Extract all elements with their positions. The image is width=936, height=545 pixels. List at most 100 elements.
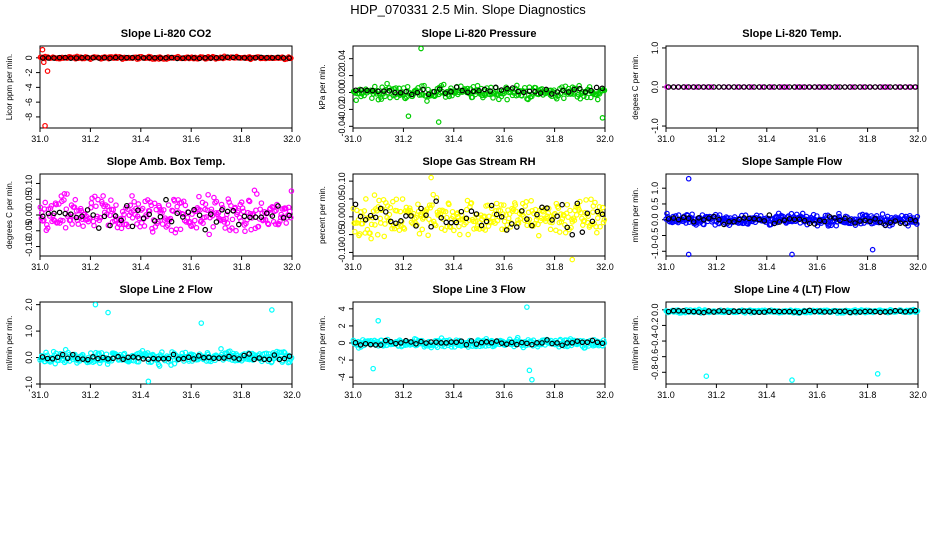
overlay-point: [695, 215, 702, 221]
overlay-point: [423, 212, 429, 218]
overlay-point: [175, 356, 182, 362]
overlay-point: [560, 87, 566, 94]
overlay-point: [706, 84, 712, 90]
x-tick-label: 31.0: [657, 134, 675, 144]
outlier-point: [39, 46, 46, 53]
data-point: [160, 207, 167, 213]
data-point: [127, 202, 134, 209]
data-point: [472, 218, 478, 225]
data-point: [442, 208, 449, 215]
data-point: [879, 211, 886, 217]
outlier-point: [375, 317, 382, 324]
outlier-point: [569, 256, 576, 263]
overlay-point: [665, 308, 672, 315]
data-point: [164, 222, 171, 229]
y-tick-label: -0.10: [24, 236, 34, 257]
overlay-point: [413, 223, 419, 229]
overlay-point: [665, 216, 672, 222]
overlay-point: [433, 198, 439, 204]
overlay-point: [554, 89, 561, 95]
data-point: [482, 227, 489, 233]
data-point: [165, 202, 172, 208]
overlay-point: [168, 54, 175, 61]
overlay-point: [392, 89, 398, 96]
x-tick-label: 31.2: [82, 262, 100, 272]
overlay-point: [62, 54, 68, 61]
data-point: [567, 207, 573, 214]
y-tick-label: -0.10: [337, 242, 347, 263]
overlay-point: [418, 205, 424, 212]
overlay-point: [569, 339, 576, 346]
overlay-point: [224, 54, 231, 61]
overlay-point: [746, 308, 752, 315]
y-tick-label: 1.0: [650, 42, 660, 55]
y-tick-label: 0.10: [337, 172, 347, 190]
overlay-point: [543, 86, 550, 93]
data-point: [47, 205, 54, 212]
data-point: [850, 84, 856, 90]
data-point: [433, 194, 440, 201]
data-point: [565, 214, 571, 220]
overlay-point: [251, 356, 258, 363]
data-point: [564, 201, 571, 208]
overlay-point: [483, 218, 490, 225]
x-tick-label: 31.2: [708, 262, 726, 272]
data-point: [62, 224, 69, 231]
outlier-point: [789, 377, 795, 383]
overlay-point: [230, 207, 237, 214]
overlay-point: [532, 88, 538, 95]
data-point: [794, 84, 801, 90]
data-point: [277, 214, 284, 221]
overlay-point: [124, 54, 130, 61]
x-tick-label: 31.2: [395, 390, 413, 400]
overlay-point: [357, 213, 364, 220]
data-point: [223, 211, 230, 218]
overlay-point: [118, 55, 125, 61]
overlay-point: [515, 88, 522, 95]
overlay-point: [473, 211, 480, 217]
overlay-point: [842, 215, 848, 222]
overlay-point: [791, 309, 798, 315]
data-point: [61, 197, 67, 203]
x-tick-label: 31.8: [546, 390, 564, 400]
x-tick-label: 32.0: [596, 262, 614, 272]
overlay-point: [721, 308, 727, 314]
overlay-point: [731, 218, 737, 225]
y-tick-label: 0: [24, 55, 34, 60]
y-axis-label: kPa per min.: [318, 65, 327, 110]
data-point: [98, 198, 105, 205]
data-point: [225, 196, 232, 202]
overlay-point: [716, 308, 722, 314]
x-tick-label: 31.0: [657, 390, 675, 400]
x-tick-label: 32.0: [909, 390, 927, 400]
overlay-point: [163, 54, 169, 61]
overlay-point: [90, 354, 96, 360]
y-tick-label: -0.04: [337, 116, 347, 137]
overlay-point: [241, 352, 247, 359]
overlay-point: [826, 214, 833, 220]
overlay-point: [481, 86, 488, 93]
overlay-point: [403, 88, 410, 95]
overlay-point: [690, 218, 697, 225]
overlay-point: [269, 54, 276, 61]
overlay-point: [280, 55, 287, 61]
overlay-point: [554, 340, 560, 346]
overlay-point: [599, 211, 606, 218]
y-tick-label: -8: [24, 113, 34, 121]
panel-7: Slope Line 2 Flow ml/min per min. -1.0 0.0 1…: [5, 284, 301, 400]
overlay-point: [534, 340, 540, 346]
overlay-point: [45, 55, 52, 61]
overlay-point: [576, 85, 583, 92]
outlier-point: [269, 307, 275, 313]
overlay-point: [539, 204, 545, 211]
x-tick-label: 31.0: [344, 390, 362, 400]
overlay-point: [174, 55, 181, 62]
overlay-point: [256, 355, 263, 361]
x-tick-label: 31.8: [859, 134, 877, 144]
overlay-point: [414, 89, 421, 96]
overlay-point: [872, 308, 878, 315]
overlay-point: [584, 339, 591, 346]
overlay-point: [842, 308, 848, 314]
overlay-point: [431, 88, 438, 95]
data-point: [229, 225, 235, 231]
